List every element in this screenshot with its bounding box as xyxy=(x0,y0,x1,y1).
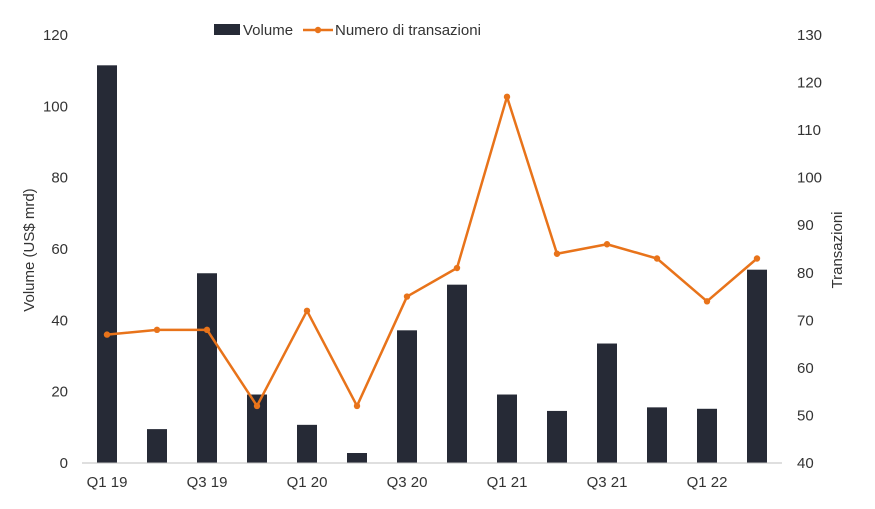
bar-volume-q1-20 xyxy=(297,424,317,463)
point-transactions-q3-20 xyxy=(403,293,411,300)
line-transactions xyxy=(106,95,758,408)
bar-volume-q3-21 xyxy=(597,343,617,463)
right-tick-label: 40 xyxy=(797,455,814,472)
left-tick-label: 60 xyxy=(51,241,68,258)
right-tick-label: 130 xyxy=(797,27,822,44)
x-tick-label: Q3 20 xyxy=(387,474,428,491)
point-transactions-q1-19 xyxy=(103,331,111,338)
point-transactions-q2-21 xyxy=(553,250,561,257)
point-transactions-q2-20 xyxy=(353,402,361,410)
bar-volume-q1-19 xyxy=(97,65,117,464)
point-transactions-q3-21 xyxy=(603,241,611,248)
right-tick-label: 50 xyxy=(797,407,814,424)
point-transactions-q3-19 xyxy=(203,326,211,334)
point-transactions-q4-20 xyxy=(453,264,461,272)
point-transactions-q4-21 xyxy=(653,255,661,262)
right-tick-label: 70 xyxy=(797,312,814,329)
point-transactions-q2-19 xyxy=(153,326,161,334)
bar-volume-q2-19 xyxy=(147,429,167,463)
right-axis-ticks: 40 50 60 70 80 90 100 110 120 130 xyxy=(797,27,822,472)
right-tick-label: 100 xyxy=(797,170,822,187)
right-tick-label: 60 xyxy=(797,360,814,377)
bar-volume-q1-21 xyxy=(497,394,517,463)
plot-bars xyxy=(97,65,767,464)
left-tick-label: 40 xyxy=(51,312,68,329)
bar-volume-q4-21 xyxy=(647,407,667,463)
legend-swatch-volume xyxy=(214,24,240,35)
left-tick-label: 0 xyxy=(60,455,68,472)
bar-volume-q3-19 xyxy=(197,273,217,463)
point-transactions-q1-20 xyxy=(303,307,311,315)
legend: Volume Numero di transazioni xyxy=(214,22,481,39)
bar-volume-q2-21 xyxy=(547,410,567,463)
x-tick-label: Q1 20 xyxy=(287,474,328,491)
left-tick-label: 80 xyxy=(51,170,68,187)
legend-swatch-transactions-marker xyxy=(314,26,322,34)
bar-volume-q4-19 xyxy=(247,394,267,463)
right-tick-label: 80 xyxy=(797,265,814,282)
x-tick-label: Q1 22 xyxy=(687,474,728,491)
x-axis-ticks: Q1 19 Q3 19 Q1 20 Q3 20 Q1 21 Q3 21 Q1 22 xyxy=(87,474,728,491)
bar-volume-q2-20 xyxy=(347,453,367,463)
point-transactions-q1-21 xyxy=(503,93,511,101)
point-transactions-q4-19 xyxy=(253,402,261,410)
left-tick-label: 120 xyxy=(43,27,68,44)
plot-line xyxy=(103,93,761,410)
right-tick-label: 110 xyxy=(797,122,821,139)
left-tick-label: 20 xyxy=(51,384,68,401)
bar-volume-q2-22 xyxy=(747,269,767,463)
left-axis-ticks: 0 20 40 60 80 100 120 xyxy=(43,27,68,472)
point-transactions-q1-22 xyxy=(703,298,711,305)
x-tick-label: Q1 19 xyxy=(87,474,128,491)
x-tick-label: Q1 21 xyxy=(487,474,528,491)
x-tick-label: Q3 19 xyxy=(187,474,228,491)
legend-label-volume: Volume xyxy=(243,22,293,39)
bar-volume-q1-22 xyxy=(697,408,717,463)
left-tick-label: 100 xyxy=(43,98,68,115)
right-tick-label: 120 xyxy=(797,75,822,92)
left-axis-title: Volume (US$ mrd) xyxy=(21,188,38,311)
bar-volume-q4-20 xyxy=(447,284,467,463)
legend-label-transactions: Numero di transazioni xyxy=(335,22,481,39)
point-transactions-q2-22 xyxy=(753,255,761,262)
right-axis-title: Transazioni xyxy=(829,212,846,289)
x-tick-label: Q3 21 xyxy=(587,474,628,491)
right-tick-label: 90 xyxy=(797,217,814,234)
bar-volume-q3-20 xyxy=(397,330,417,463)
